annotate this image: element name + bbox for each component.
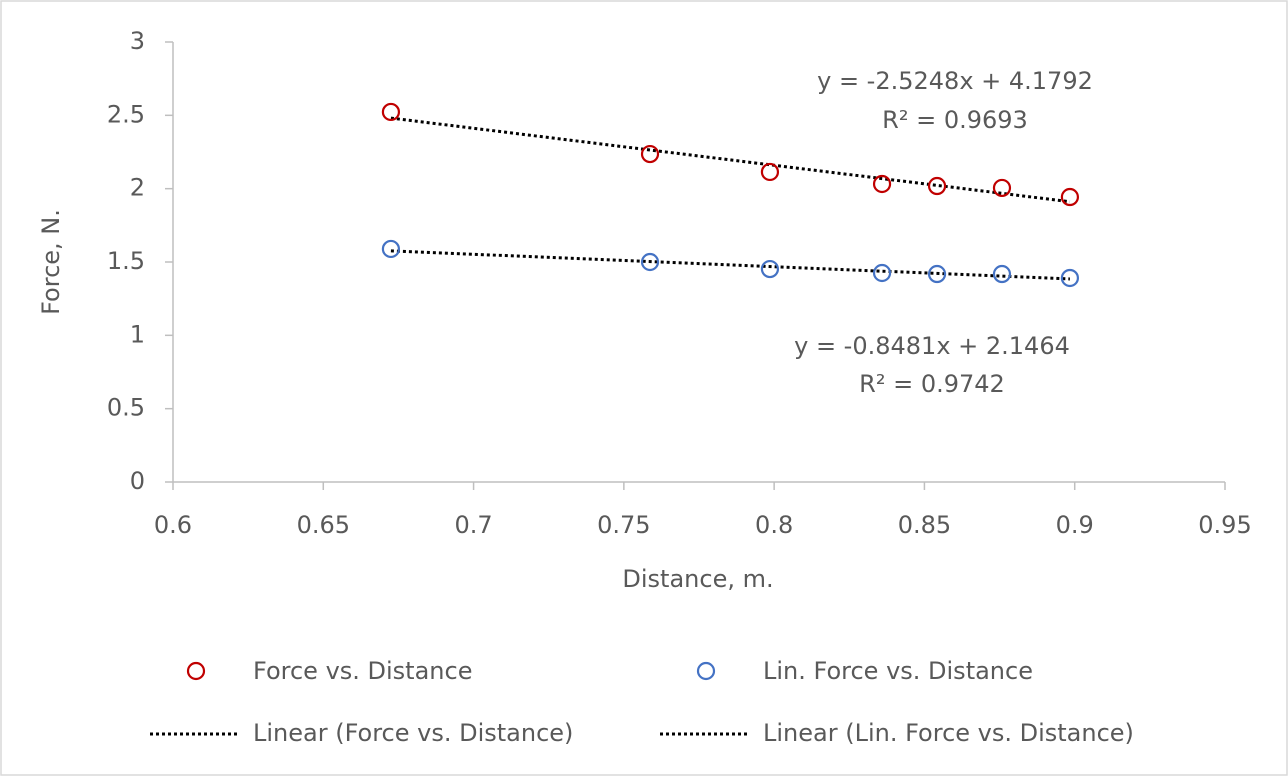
y-tick-label: 0 [130,467,145,495]
y-tick-label: 0.5 [107,394,145,422]
y-tick-label: 2 [130,174,145,202]
legend-label: Lin. Force vs. Distance [763,657,1033,685]
point [640,252,660,272]
point [640,144,660,164]
legend-label: Linear (Lin. Force vs. Distance) [763,719,1134,747]
point [927,176,947,196]
point [992,178,1012,198]
legend-label: Linear (Force vs. Distance) [253,719,573,747]
legend-marker [696,661,716,681]
point [381,102,401,122]
point [1060,268,1080,288]
x-tick-label: 0.65 [297,511,350,539]
point [927,264,947,284]
point [1060,187,1080,207]
legend-marker [186,661,206,681]
x-tick-label: 0.85 [898,511,951,539]
y-tick-label: 2.5 [107,100,145,128]
legend-label: Force vs. Distance [253,657,472,685]
x-axis-label: Distance, m. [622,565,773,593]
x-tick-label: 0.6 [154,511,192,539]
point [760,259,780,279]
trendline-equation: y = -0.8481x + 2.1464 [794,332,1070,360]
x-tick-label: 0.75 [597,511,650,539]
x-tick-label: 0.7 [454,511,492,539]
trendline [390,249,1070,281]
y-axis-label: Force, N. [37,209,65,315]
x-tick-label: 0.8 [755,511,793,539]
point [992,264,1012,284]
point [872,263,892,283]
trendline [390,116,1071,204]
y-tick-label: 3 [130,27,145,55]
x-tick-label: 0.95 [1198,511,1251,539]
trendline-equation: y = -2.5248x + 4.1792 [817,67,1093,95]
trendline-r2: R² = 0.9742 [859,370,1005,398]
y-tick-label: 1.5 [107,247,145,275]
point [872,174,892,194]
y-tick-label: 1 [130,320,145,348]
point [760,162,780,182]
point [381,239,401,259]
x-tick-label: 0.9 [1056,511,1094,539]
trendline-r2: R² = 0.9693 [882,106,1028,134]
